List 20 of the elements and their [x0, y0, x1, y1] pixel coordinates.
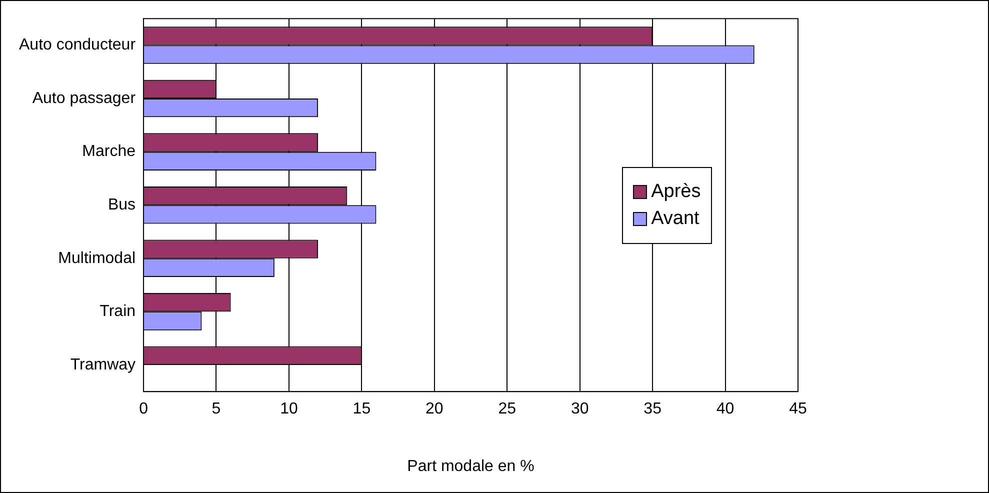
x-tick-label: 0	[139, 400, 148, 418]
x-tick-label: 40	[716, 400, 734, 418]
x-tick-label: 45	[789, 400, 807, 418]
y-tick-label: Train	[100, 303, 136, 320]
x-tick-label: 20	[426, 400, 444, 418]
legend-label: Avant	[651, 208, 700, 230]
y-tick-label: Tramway	[70, 356, 136, 374]
y-tick-label: Bus	[108, 196, 136, 214]
y-tick-label: Multimodal	[58, 250, 136, 267]
x-tick-label: 10	[280, 400, 298, 418]
x-tick-label: 5	[212, 400, 221, 418]
x-tick-label: 25	[498, 400, 516, 418]
x-axis-title: Part modale en %	[407, 458, 534, 475]
y-tick-label: Marche	[82, 143, 136, 160]
x-tick-label: 35	[644, 400, 662, 418]
legend-label: Après	[651, 180, 701, 203]
y-tick-label: Auto passager	[32, 90, 136, 107]
y-tick-label: Auto conducteur	[18, 36, 136, 54]
x-tick-label: 30	[570, 400, 589, 418]
x-tick-label: 15	[352, 400, 371, 418]
